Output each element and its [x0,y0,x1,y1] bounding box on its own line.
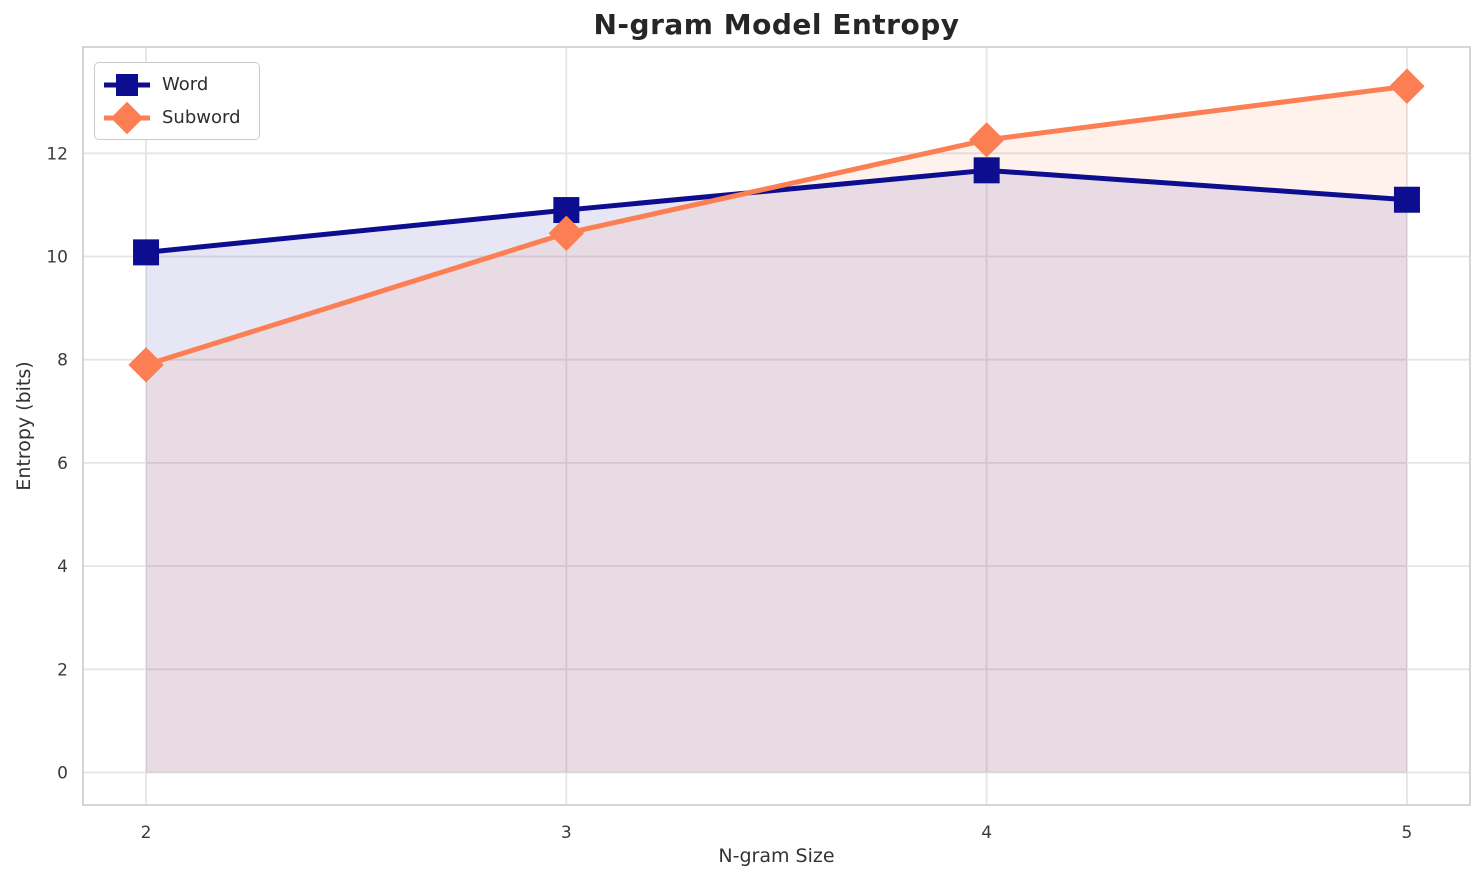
data-point-marker-subword [128,347,164,383]
legend-label-word: Word [162,74,209,95]
plot-border [82,46,1471,806]
area-fill-word [146,170,1407,773]
series-line-subword [145,83,1408,368]
legend-item-word: Word [104,69,241,100]
legend-item-subword: Subword [104,101,241,134]
chart-title: N-gram Model Entropy [593,8,960,41]
subword-line-sample [104,101,150,134]
legend: Word Subword [94,62,260,140]
diamond-marker-icon [110,101,144,134]
y-tick-label: 6 [57,454,68,474]
series-line-word [145,167,1408,255]
data-point-marker-word [973,157,1000,184]
legend-label-subword: Subword [162,107,241,128]
data-point-marker-word [133,239,160,266]
x-axis-label: N-gram Size [718,845,835,867]
y-tick-label: 10 [46,247,68,267]
word-line-sample [104,73,150,96]
x-tick-label: 4 [981,823,992,843]
y-tick-label: 0 [57,763,68,783]
x-tick-label: 3 [561,823,572,843]
data-point-marker-subword [548,215,585,251]
y-tick-label: 4 [57,557,68,577]
y-tick-label: 2 [57,660,68,680]
y-axis-label: Entropy (bits) [13,361,35,491]
y-tick-label: 8 [57,351,68,371]
y-tick-label: 12 [46,144,68,164]
square-marker-icon [116,73,138,96]
x-tick-label: 5 [1402,823,1413,843]
data-point-marker-word [1393,186,1420,213]
area-fill-subword [146,86,1407,773]
x-tick-label: 2 [141,823,152,843]
